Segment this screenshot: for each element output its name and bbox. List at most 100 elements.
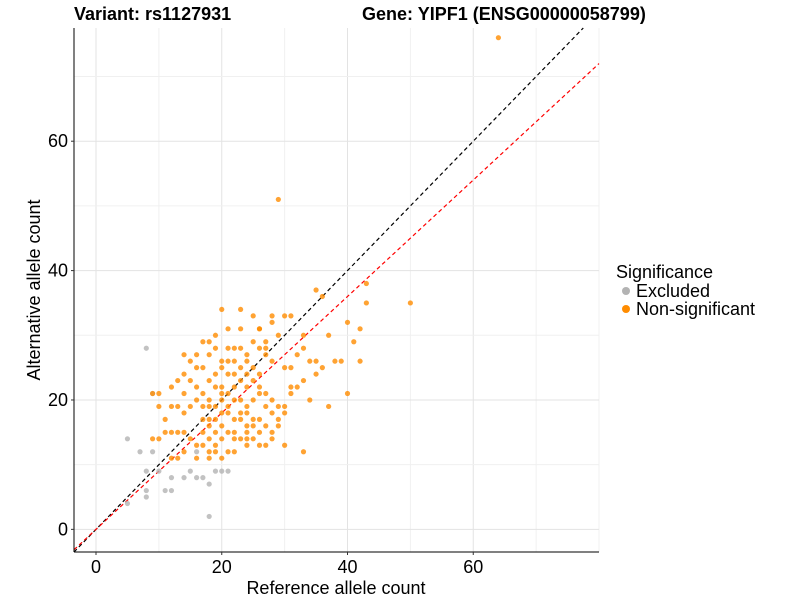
point-non-significant	[344, 390, 351, 397]
point-excluded	[200, 475, 206, 481]
variant-title: Variant: rs1127931	[74, 4, 232, 24]
point-non-significant	[338, 358, 344, 364]
legend-dot-excluded	[622, 287, 630, 295]
point-non-significant	[244, 358, 250, 364]
x-tick-label: 20	[212, 557, 232, 577]
point-non-significant	[162, 429, 168, 435]
point-non-significant	[231, 436, 237, 442]
y-tick-label: 60	[48, 131, 68, 151]
point-excluded	[181, 475, 187, 481]
point-non-significant	[225, 403, 231, 410]
point-non-significant	[156, 403, 162, 410]
point-excluded	[156, 468, 162, 474]
point-excluded	[219, 468, 225, 474]
x-axis-label: Reference allele count	[246, 578, 425, 598]
legend: Significance Excluded Non-significant	[616, 262, 755, 318]
point-non-significant	[244, 423, 250, 429]
point-non-significant	[200, 339, 206, 345]
point-non-significant	[225, 390, 231, 397]
point-non-significant	[206, 403, 212, 410]
point-non-significant	[256, 416, 263, 422]
point-non-significant	[250, 397, 256, 403]
point-non-significant	[238, 416, 244, 422]
point-non-significant	[168, 429, 175, 435]
point-non-significant	[269, 358, 275, 364]
point-non-significant	[194, 397, 200, 403]
point-non-significant	[307, 397, 313, 403]
point-non-significant	[175, 403, 181, 410]
point-non-significant	[156, 390, 162, 397]
point-non-significant	[181, 449, 187, 455]
point-excluded	[143, 487, 149, 494]
point-non-significant	[294, 352, 300, 358]
point-non-significant	[288, 365, 294, 371]
point-non-significant	[282, 410, 288, 416]
point-non-significant	[344, 319, 351, 325]
point-non-significant	[244, 429, 250, 435]
point-non-significant	[300, 449, 307, 455]
point-non-significant	[149, 390, 156, 397]
legend-title: Significance	[616, 262, 714, 282]
point-non-significant	[231, 384, 237, 390]
point-non-significant	[326, 332, 332, 338]
point-non-significant	[238, 397, 244, 403]
point-non-significant	[219, 365, 225, 371]
point-non-significant	[244, 403, 250, 410]
point-non-significant	[231, 416, 237, 422]
point-non-significant	[263, 442, 269, 448]
x-tick-label: 60	[463, 557, 483, 577]
point-non-significant	[187, 358, 193, 364]
point-non-significant	[282, 442, 288, 448]
point-non-significant	[219, 397, 225, 403]
point-non-significant	[200, 416, 206, 422]
point-non-significant	[206, 352, 212, 358]
point-non-significant	[168, 384, 175, 390]
y-tick-label: 40	[48, 261, 68, 281]
point-non-significant	[250, 377, 256, 384]
point-excluded	[194, 475, 200, 481]
point-non-significant	[231, 358, 237, 364]
axes	[73, 28, 599, 553]
point-non-significant	[212, 332, 219, 338]
point-non-significant	[275, 196, 281, 203]
point-non-significant	[212, 384, 219, 390]
point-excluded	[124, 500, 131, 507]
point-non-significant	[269, 410, 275, 416]
point-non-significant	[263, 339, 269, 345]
point-non-significant	[181, 352, 187, 358]
point-non-significant	[187, 377, 193, 384]
point-non-significant	[288, 390, 294, 397]
data-points	[124, 35, 502, 520]
reference-lines	[73, 27, 600, 553]
point-non-significant	[206, 423, 212, 429]
point-non-significant	[181, 371, 187, 377]
point-excluded	[124, 436, 131, 442]
point-non-significant	[187, 436, 193, 442]
point-non-significant	[231, 345, 237, 351]
point-non-significant	[307, 358, 313, 364]
point-non-significant	[212, 345, 219, 351]
point-non-significant	[200, 403, 206, 410]
point-non-significant	[363, 300, 369, 306]
point-non-significant	[250, 313, 256, 319]
point-non-significant	[231, 397, 237, 403]
point-non-significant	[212, 449, 219, 455]
point-non-significant	[212, 371, 219, 377]
point-excluded	[206, 513, 212, 520]
point-non-significant	[200, 390, 206, 397]
point-non-significant	[244, 436, 250, 442]
point-non-significant	[206, 339, 212, 345]
point-non-significant	[250, 365, 256, 371]
point-non-significant	[300, 345, 307, 351]
point-excluded	[206, 481, 212, 487]
point-non-significant	[275, 403, 281, 410]
point-non-significant	[175, 377, 181, 384]
x-tick-label: 0	[91, 557, 101, 577]
point-non-significant	[363, 280, 369, 287]
point-non-significant	[212, 442, 219, 448]
point-non-significant	[256, 345, 263, 351]
point-non-significant	[288, 313, 294, 319]
point-non-significant	[319, 293, 325, 300]
point-non-significant	[256, 371, 263, 377]
